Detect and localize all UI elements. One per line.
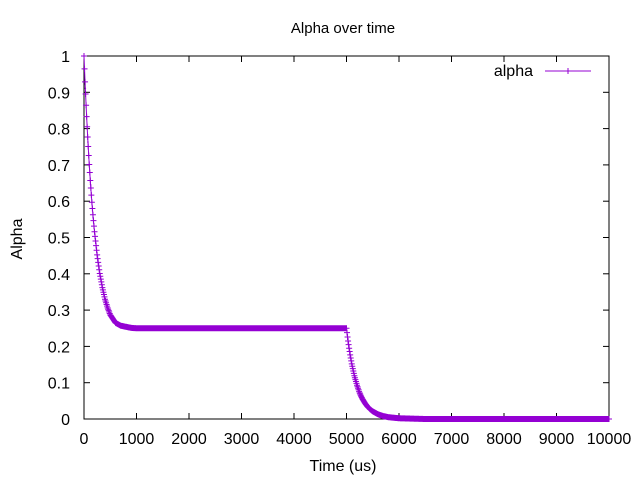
data-point [88,163,91,166]
y-tick-label: 0.4 [48,267,70,284]
x-tick-label: 0 [80,431,89,448]
data-point [188,327,190,330]
x-tick-label: 6000 [381,431,417,448]
y-tick-label: 0.9 [48,85,70,102]
data-point [319,327,322,330]
y-tick-label: 1 [61,49,70,66]
x-tick-label: 7000 [434,431,470,448]
legend-marker-icon [565,68,571,74]
data-point [92,217,94,219]
x-tick-label: 8000 [486,431,522,448]
y-axis-ticks: 0 0.1 0.2 0.3 0.4 0.5 0.6 0.7 0.8 0.9 1 [48,49,609,429]
x-tick-label: 5000 [329,431,365,448]
data-point [345,327,348,330]
data-point [364,402,366,404]
data-point [96,254,98,256]
data-point [214,327,217,330]
data-point [130,327,133,329]
data-point [350,363,353,365]
data-point [450,418,453,420]
data-point [84,87,87,90]
data-point [125,325,127,328]
x-axis-label: Time (us) [310,458,377,475]
y-tick-label: 0.2 [48,339,70,356]
data-point [476,418,479,420]
y-tick-label: 0.3 [48,303,70,320]
data-point [343,327,345,330]
data-point [98,272,101,275]
x-axis-ticks: 0 1000 2000 3000 4000 5000 6000 7000 8000 9000 100… [80,56,632,448]
series-group [81,53,612,422]
data-point [361,397,364,400]
data-point [581,418,584,420]
data-point [114,322,117,324]
y-tick-label: 0.8 [48,122,70,139]
data-point [356,384,358,387]
y-tick-label: 0 [61,412,70,429]
y-tick-label: 0.5 [48,231,70,248]
data-point [161,327,164,330]
x-tick-label: 1000 [119,431,155,448]
data-point [266,327,269,330]
data-point [104,298,106,301]
data-point [106,307,109,309]
plot-frame [83,55,610,420]
data-point [529,418,532,420]
legend: alpha [494,63,591,80]
x-tick-label: 3000 [224,431,260,448]
y-tick-label: 0.6 [48,194,70,211]
x-tick-label: 10000 [587,431,632,448]
series-point-markers [81,53,612,422]
data-point [347,338,349,340]
data-point [83,55,85,57]
x-tick-label: 2000 [171,431,207,448]
data-point [340,327,343,330]
data-point [349,355,352,358]
data-point [146,327,148,330]
data-point [608,418,610,420]
data-point [353,375,356,377]
data-point [119,324,122,327]
data-point [358,392,361,394]
x-tick-label: 9000 [539,431,575,448]
data-point [348,347,350,350]
data-point [85,115,88,118]
data-point [101,286,104,289]
data-point [503,418,505,420]
data-point [387,416,390,418]
y-axis-label: Alpha [9,218,26,259]
data-point [91,201,93,204]
data-point [366,405,369,408]
data-point [293,327,295,330]
legend-label: alpha [494,63,533,80]
y-tick-label: 0.7 [48,158,70,175]
chart-title: Alpha over time [291,20,395,37]
series-line [83,55,609,420]
x-tick-label: 4000 [276,431,312,448]
data-point [93,230,96,233]
data-point [240,327,243,330]
y-tick-label: 0.1 [48,376,70,393]
data-point [369,408,371,410]
data-point [382,415,385,417]
data-point [109,314,112,316]
data-point [555,418,558,420]
data-point [398,417,400,420]
data-point [377,413,379,416]
data-point [135,327,138,330]
data-point [424,418,427,420]
data-point [87,141,89,143]
data-point [371,410,374,413]
data-point [89,183,92,186]
